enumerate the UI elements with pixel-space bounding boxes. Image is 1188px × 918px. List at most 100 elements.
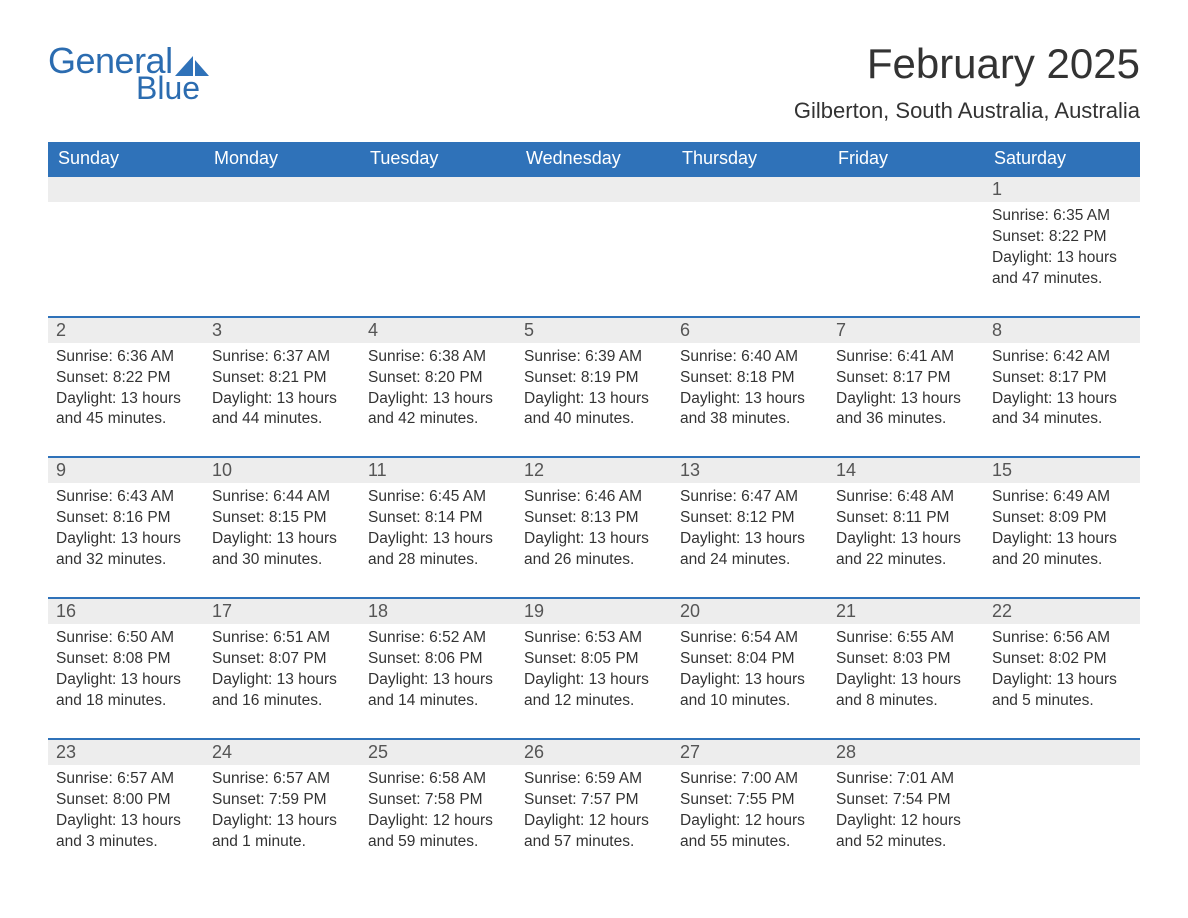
sunset-text: Sunset: 8:03 PM (836, 649, 976, 670)
day-number: 6 (672, 318, 828, 343)
daylight-text: Daylight: 13 hours and 30 minutes. (212, 529, 352, 571)
day-number: 27 (672, 740, 828, 765)
day-content: Sunrise: 6:57 AMSunset: 7:59 PMDaylight:… (204, 765, 360, 853)
week-row: 2Sunrise: 6:36 AMSunset: 8:22 PMDaylight… (48, 317, 1140, 458)
day-number: 26 (516, 740, 672, 765)
day-cell: 23Sunrise: 6:57 AMSunset: 8:00 PMDayligh… (48, 739, 204, 879)
day-number (204, 177, 360, 202)
sunrise-text: Sunrise: 6:52 AM (368, 628, 508, 649)
day-number: 10 (204, 458, 360, 483)
sunset-text: Sunset: 8:22 PM (56, 368, 196, 389)
day-content (672, 202, 828, 206)
sunrise-text: Sunrise: 6:50 AM (56, 628, 196, 649)
day-number: 12 (516, 458, 672, 483)
daylight-text: Daylight: 13 hours and 26 minutes. (524, 529, 664, 571)
weekday-header-row: Sunday Monday Tuesday Wednesday Thursday… (48, 142, 1140, 176)
sunrise-text: Sunrise: 6:57 AM (212, 769, 352, 790)
sunset-text: Sunset: 8:18 PM (680, 368, 820, 389)
day-number: 15 (984, 458, 1140, 483)
daylight-text: Daylight: 13 hours and 38 minutes. (680, 389, 820, 431)
sunrise-text: Sunrise: 6:43 AM (56, 487, 196, 508)
day-number: 14 (828, 458, 984, 483)
location: Gilberton, South Australia, Australia (794, 98, 1140, 124)
day-content: Sunrise: 7:00 AMSunset: 7:55 PMDaylight:… (672, 765, 828, 853)
logo: General Blue (48, 40, 209, 107)
sunset-text: Sunset: 8:05 PM (524, 649, 664, 670)
sunset-text: Sunset: 8:17 PM (992, 368, 1132, 389)
day-content: Sunrise: 6:59 AMSunset: 7:57 PMDaylight:… (516, 765, 672, 853)
weekday-header: Monday (204, 142, 360, 176)
day-number: 17 (204, 599, 360, 624)
day-number: 4 (360, 318, 516, 343)
day-number: 7 (828, 318, 984, 343)
sunrise-text: Sunrise: 6:51 AM (212, 628, 352, 649)
daylight-text: Daylight: 12 hours and 55 minutes. (680, 811, 820, 853)
sunset-text: Sunset: 7:58 PM (368, 790, 508, 811)
day-cell: 26Sunrise: 6:59 AMSunset: 7:57 PMDayligh… (516, 739, 672, 879)
daylight-text: Daylight: 13 hours and 34 minutes. (992, 389, 1132, 431)
day-content (984, 765, 1140, 769)
daylight-text: Daylight: 13 hours and 22 minutes. (836, 529, 976, 571)
day-content (828, 202, 984, 206)
day-content: Sunrise: 6:58 AMSunset: 7:58 PMDaylight:… (360, 765, 516, 853)
day-content: Sunrise: 6:49 AMSunset: 8:09 PMDaylight:… (984, 483, 1140, 571)
daylight-text: Daylight: 13 hours and 1 minute. (212, 811, 352, 853)
day-cell: 4Sunrise: 6:38 AMSunset: 8:20 PMDaylight… (360, 317, 516, 458)
title-block: February 2025 Gilberton, South Australia… (794, 40, 1140, 124)
day-content: Sunrise: 6:38 AMSunset: 8:20 PMDaylight:… (360, 343, 516, 431)
sunset-text: Sunset: 8:07 PM (212, 649, 352, 670)
sunrise-text: Sunrise: 6:37 AM (212, 347, 352, 368)
day-cell: 15Sunrise: 6:49 AMSunset: 8:09 PMDayligh… (984, 457, 1140, 598)
week-row: 1Sunrise: 6:35 AMSunset: 8:22 PMDaylight… (48, 176, 1140, 317)
sunset-text: Sunset: 8:11 PM (836, 508, 976, 529)
sunset-text: Sunset: 8:22 PM (992, 227, 1132, 248)
weekday-header: Thursday (672, 142, 828, 176)
day-cell (516, 176, 672, 317)
sunrise-text: Sunrise: 6:42 AM (992, 347, 1132, 368)
sunset-text: Sunset: 7:57 PM (524, 790, 664, 811)
sunset-text: Sunset: 8:02 PM (992, 649, 1132, 670)
week-row: 16Sunrise: 6:50 AMSunset: 8:08 PMDayligh… (48, 598, 1140, 739)
sunrise-text: Sunrise: 6:55 AM (836, 628, 976, 649)
day-number (828, 177, 984, 202)
sunset-text: Sunset: 8:13 PM (524, 508, 664, 529)
day-number (984, 740, 1140, 765)
sunset-text: Sunset: 8:20 PM (368, 368, 508, 389)
day-cell: 19Sunrise: 6:53 AMSunset: 8:05 PMDayligh… (516, 598, 672, 739)
header: General Blue February 2025 Gilberton, So… (48, 40, 1140, 124)
day-content: Sunrise: 6:56 AMSunset: 8:02 PMDaylight:… (984, 624, 1140, 712)
weekday-header: Tuesday (360, 142, 516, 176)
sunset-text: Sunset: 8:19 PM (524, 368, 664, 389)
day-cell: 12Sunrise: 6:46 AMSunset: 8:13 PMDayligh… (516, 457, 672, 598)
day-number: 23 (48, 740, 204, 765)
daylight-text: Daylight: 13 hours and 16 minutes. (212, 670, 352, 712)
logo-word2: Blue (136, 70, 209, 107)
day-content: Sunrise: 6:42 AMSunset: 8:17 PMDaylight:… (984, 343, 1140, 431)
day-content: Sunrise: 6:55 AMSunset: 8:03 PMDaylight:… (828, 624, 984, 712)
day-number (516, 177, 672, 202)
page-title: February 2025 (794, 40, 1140, 88)
day-number (672, 177, 828, 202)
day-content (516, 202, 672, 206)
day-content: Sunrise: 6:51 AMSunset: 8:07 PMDaylight:… (204, 624, 360, 712)
day-cell: 18Sunrise: 6:52 AMSunset: 8:06 PMDayligh… (360, 598, 516, 739)
weekday-header: Friday (828, 142, 984, 176)
day-content: Sunrise: 6:48 AMSunset: 8:11 PMDaylight:… (828, 483, 984, 571)
day-content (204, 202, 360, 206)
sunset-text: Sunset: 8:06 PM (368, 649, 508, 670)
sunrise-text: Sunrise: 6:57 AM (56, 769, 196, 790)
sunset-text: Sunset: 8:21 PM (212, 368, 352, 389)
day-cell: 8Sunrise: 6:42 AMSunset: 8:17 PMDaylight… (984, 317, 1140, 458)
daylight-text: Daylight: 13 hours and 18 minutes. (56, 670, 196, 712)
weekday-header: Sunday (48, 142, 204, 176)
day-content: Sunrise: 6:45 AMSunset: 8:14 PMDaylight:… (360, 483, 516, 571)
day-cell: 21Sunrise: 6:55 AMSunset: 8:03 PMDayligh… (828, 598, 984, 739)
day-cell (204, 176, 360, 317)
daylight-text: Daylight: 13 hours and 45 minutes. (56, 389, 196, 431)
sunrise-text: Sunrise: 6:38 AM (368, 347, 508, 368)
daylight-text: Daylight: 12 hours and 59 minutes. (368, 811, 508, 853)
sunrise-text: Sunrise: 6:59 AM (524, 769, 664, 790)
day-number: 9 (48, 458, 204, 483)
daylight-text: Daylight: 13 hours and 14 minutes. (368, 670, 508, 712)
daylight-text: Daylight: 13 hours and 42 minutes. (368, 389, 508, 431)
